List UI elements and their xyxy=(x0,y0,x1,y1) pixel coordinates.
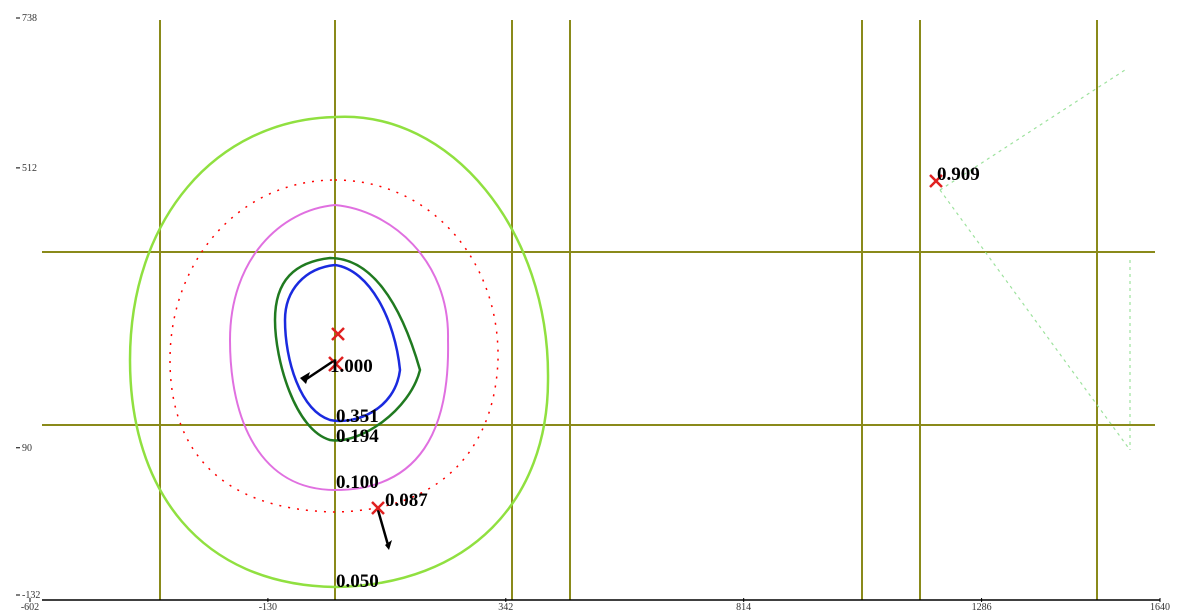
markers xyxy=(328,174,943,515)
y-tick-label: 90 xyxy=(22,443,32,454)
source-mark xyxy=(331,327,345,341)
contour xyxy=(228,203,450,492)
contour-label: 0.087 xyxy=(385,490,428,511)
contour xyxy=(128,115,550,589)
x-tick-label: -130 xyxy=(259,602,277,613)
contour xyxy=(939,69,1131,451)
contour-label: 0.100 xyxy=(336,472,379,493)
y-tick-label: 512 xyxy=(22,163,37,174)
x-tick-label: 814 xyxy=(736,602,751,613)
contours xyxy=(128,69,1131,589)
x-tick-label: -602 xyxy=(21,602,39,613)
contour xyxy=(283,263,402,423)
contour-label: 0.909 xyxy=(937,164,980,185)
x-tick-label: 1640 xyxy=(1150,602,1170,613)
x-tick-label: 342 xyxy=(498,602,513,613)
y-tick-label: 738 xyxy=(22,13,37,24)
contour xyxy=(273,256,422,442)
contour-label: 0.194 xyxy=(336,426,379,447)
x-tick-label: 1286 xyxy=(972,602,992,613)
contour-label: 0.351 xyxy=(336,406,379,427)
contour-label: 1.000 xyxy=(330,356,373,377)
grid xyxy=(42,20,1160,601)
arrow-head xyxy=(300,372,392,550)
contour-label: 0.050 xyxy=(336,571,379,592)
source-mark xyxy=(328,356,344,372)
source-mark xyxy=(371,501,385,515)
arrow xyxy=(304,358,390,546)
y-tick-label: -132 xyxy=(22,590,40,601)
source-mark xyxy=(929,174,943,188)
